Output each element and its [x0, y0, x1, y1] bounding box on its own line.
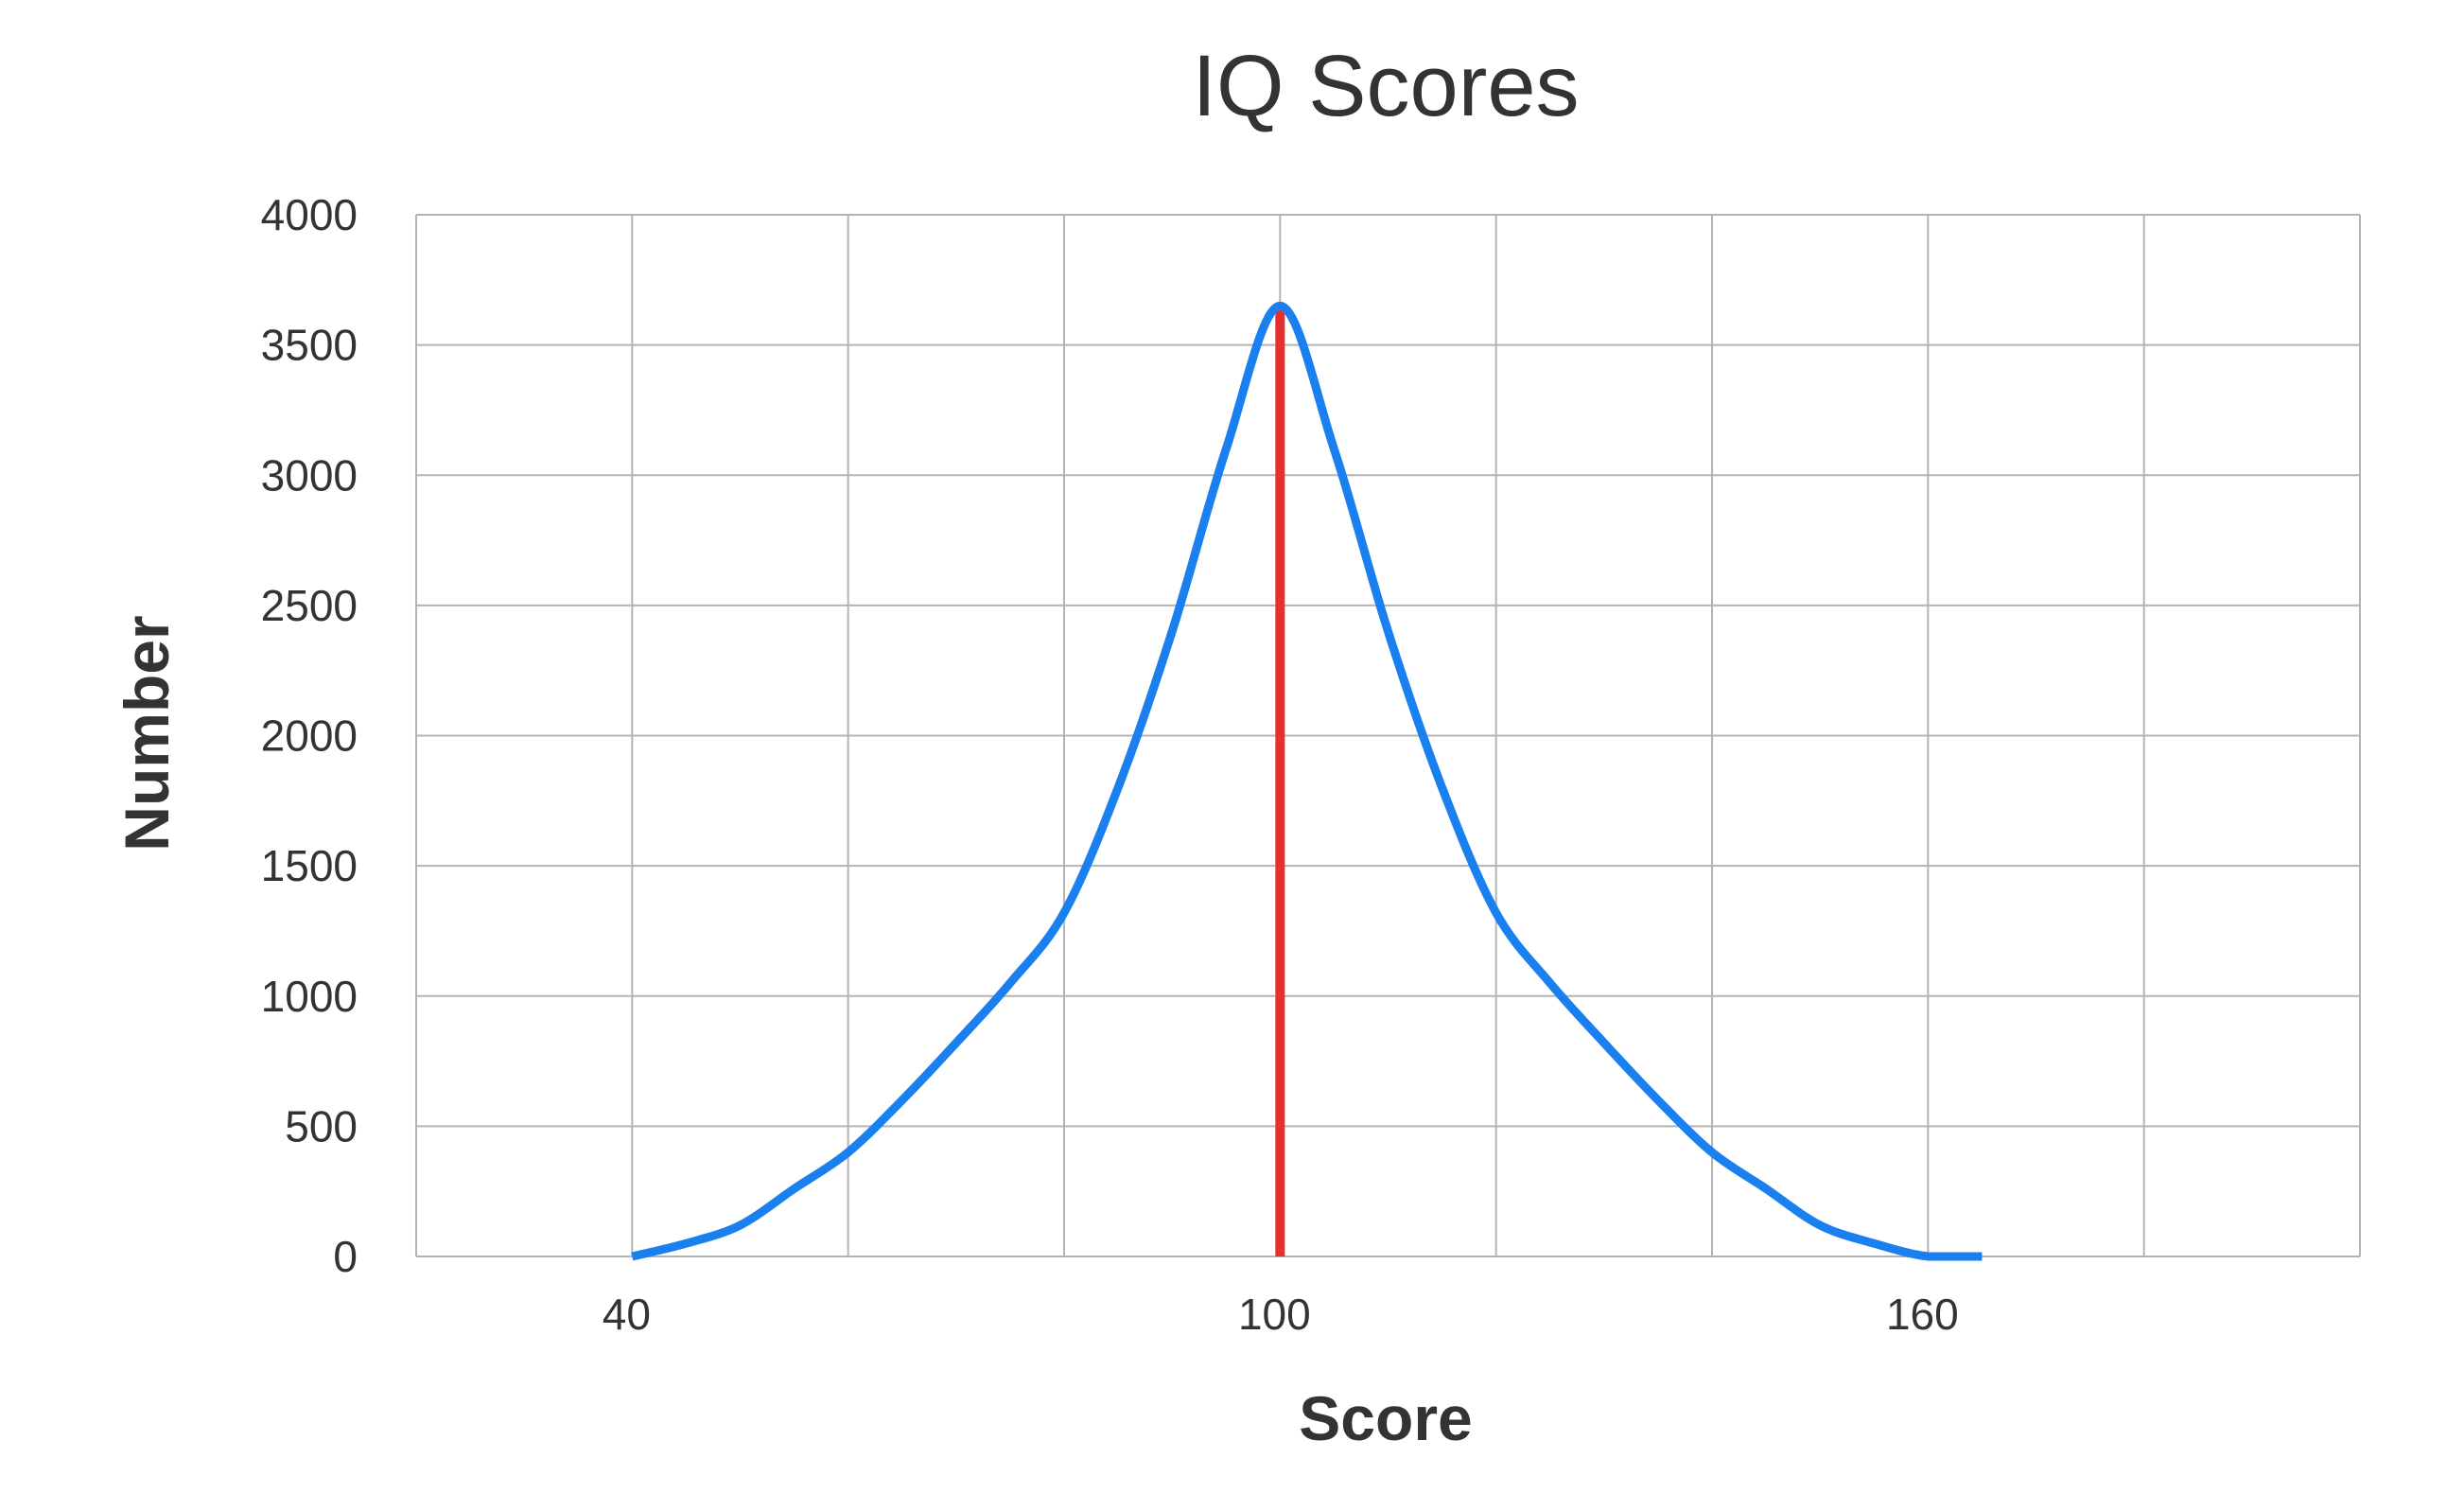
- y-tick-label: 1500: [261, 841, 358, 890]
- y-tick-label: 0: [333, 1232, 358, 1281]
- x-tick-label: 160: [1886, 1290, 1959, 1339]
- grid: [415, 214, 2361, 1257]
- y-tick-label: 1000: [261, 972, 358, 1021]
- x-tick-label: 40: [603, 1290, 651, 1339]
- y-tick-label: 4000: [261, 190, 358, 239]
- x-tick-label: 100: [1238, 1290, 1311, 1339]
- y-tick-label: 3500: [261, 321, 358, 370]
- y-tick-label: 2500: [261, 581, 358, 630]
- series-line: [631, 301, 1983, 1261]
- y-axis-title: Number: [112, 615, 182, 851]
- chart-title: IQ Scores: [1192, 38, 1579, 134]
- series-layer: [631, 301, 1983, 1261]
- y-tick-label: 2000: [261, 711, 358, 761]
- x-axis-title: Score: [1299, 1383, 1472, 1453]
- y-tick-label: 3000: [261, 450, 358, 500]
- tick-labels: 0 500 1000 1500 2000 2500 3000 3500 4000 40 100 160: [261, 190, 1959, 1339]
- y-tick-label: 500: [285, 1101, 358, 1150]
